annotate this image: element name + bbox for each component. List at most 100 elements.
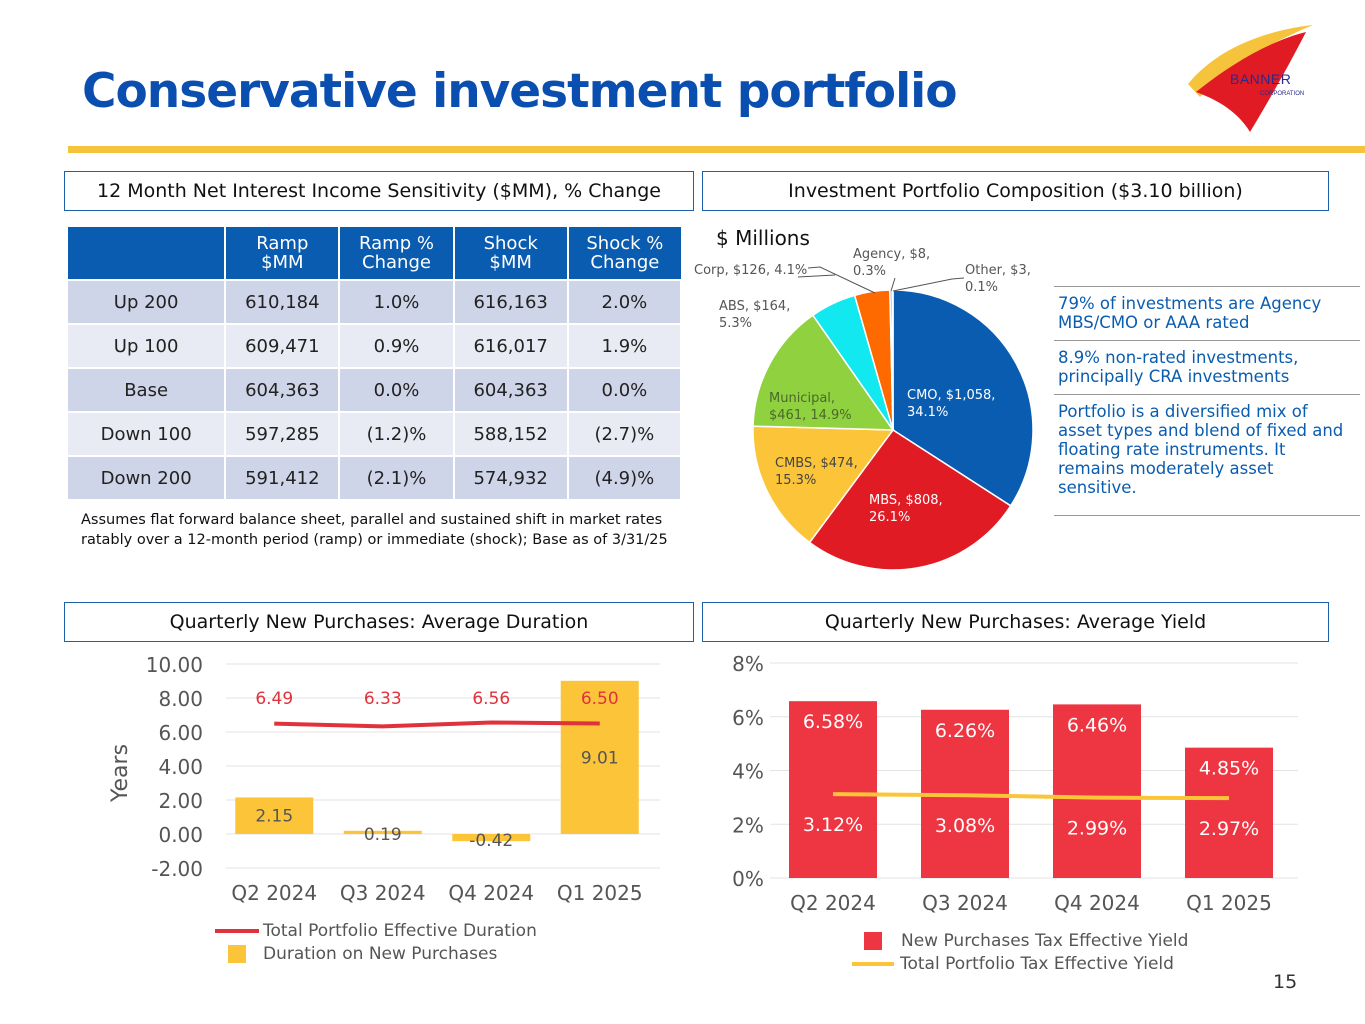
bar-data-label: 6.58%: [803, 711, 863, 733]
yield-bar: [1185, 747, 1273, 878]
duration-bar: [560, 680, 639, 834]
portfolio-composition-pie-chart: [752, 266, 1034, 571]
key-point-item: 79% of investments are Agency MBS/CMO or…: [1054, 286, 1360, 340]
table-cell: 0.0%: [339, 367, 455, 412]
table-cell: 609,471: [225, 323, 341, 368]
legend-swatch-bar: [864, 932, 882, 950]
page-number: 15: [1273, 971, 1298, 993]
table-cell: 616,163: [453, 279, 569, 324]
y-tick-label: 0.00: [158, 823, 203, 847]
x-tick-label: Q3 2024: [340, 881, 426, 905]
leader-line-corp: [807, 266, 876, 294]
y-tick-label: 10.00: [146, 653, 203, 677]
y-tick-label: 6.00: [158, 721, 203, 745]
table-cell: 604,363: [225, 367, 341, 412]
legend-swatch-bar: [228, 945, 246, 963]
line-data-label: 2.97%: [1199, 818, 1259, 840]
table-cell: 2.0%: [567, 279, 683, 324]
pie-label-abs: ABS, $164, 5.3%: [719, 299, 791, 331]
line-data-label: 2.99%: [1067, 818, 1127, 840]
table-cell: 0.0%: [567, 367, 683, 412]
y-tick-label: 8%: [732, 652, 764, 676]
duration-bar: [235, 797, 314, 834]
column-header: Shock $MM: [453, 227, 569, 280]
key-point-item: 8.9% non-rated investments, principally …: [1054, 340, 1360, 394]
legend-item-total-duration: Total Portfolio Effective Duration: [215, 921, 537, 941]
x-tick-label: Q1 2025: [1186, 891, 1272, 915]
key-point-item: Portfolio is a diversified mix of asset …: [1054, 394, 1360, 516]
bar-data-label: 0.19: [364, 825, 402, 845]
section-header-composition: Investment Portfolio Composition ($3.10 …: [702, 171, 1329, 211]
table-cell: 597,285: [225, 411, 341, 456]
column-header: Ramp % Change: [339, 227, 455, 280]
column-header: Shock % Change: [567, 227, 681, 280]
bar-data-label: -0.42: [469, 831, 513, 851]
pie-label-cmbs: CMBS, $474, 15.3%: [775, 456, 858, 488]
svg-text:BANNER: BANNER: [1230, 71, 1291, 87]
line-data-label: 6.33: [364, 689, 402, 709]
leader-line-other: [892, 277, 965, 292]
line-data-label: 6.50: [581, 689, 619, 709]
pie-slice-mbs: [808, 428, 1012, 571]
x-tick-label: Q1 2025: [557, 881, 643, 905]
pie-label-mbs: MBS, $808, 26.1%: [869, 493, 943, 525]
leader-line-abs: [797, 274, 836, 278]
x-tick-label: Q2 2024: [790, 891, 876, 915]
line-data-label: 3.12%: [803, 814, 863, 836]
table-cell: 610,184: [225, 279, 341, 324]
table-row: Up 200 610,184 1.0% 616,163 2.0%: [68, 279, 683, 324]
column-header: Ramp $MM: [225, 227, 341, 280]
legend-item-total-yield: Total Portfolio Tax Effective Yield: [852, 954, 1174, 974]
bar-data-label: 9.01: [581, 749, 619, 769]
table-cell: 574,932: [453, 455, 569, 499]
table-cell: (2.7)%: [567, 411, 683, 456]
x-tick-label: Q4 2024: [448, 881, 534, 905]
banner-logo: BANNER CORPORATION: [1178, 22, 1328, 137]
table-cell: 591,412: [225, 455, 341, 499]
column-header: [68, 227, 227, 280]
table-cell: Up 200: [68, 279, 227, 324]
pie-label-cmo: CMO, $1,058, 34.1%: [907, 388, 996, 420]
table-cell: Base: [68, 367, 227, 412]
page-title: Conservative investment portfolio: [82, 64, 958, 119]
legend-item-new-duration: Duration on New Purchases: [228, 944, 497, 964]
section-header-duration: Quarterly New Purchases: Average Duratio…: [64, 602, 694, 642]
pie-label-corp: Corp, $126, 4.1%: [694, 263, 808, 278]
table-cell: 588,152: [453, 411, 569, 456]
table-row: Down 200 591,412 (2.1)% 574,932 (4.9)%: [68, 455, 683, 499]
table-cell: Down 200: [68, 455, 227, 499]
x-tick-label: Q3 2024: [922, 891, 1008, 915]
yield-bar: [1053, 704, 1141, 878]
total-yield-line: [832, 792, 1230, 801]
line-data-label: 6.56: [472, 689, 510, 709]
y-tick-label: 6%: [732, 706, 764, 730]
bar-data-label: 6.26%: [935, 720, 995, 742]
pie-slice-municipal: [752, 314, 895, 431]
svg-text:CORPORATION: CORPORATION: [1260, 91, 1304, 97]
table-cell: (4.9)%: [567, 455, 683, 499]
legend-swatch-line: [852, 962, 894, 966]
pie-slice-other: [891, 289, 894, 431]
table-cell: Up 100: [68, 323, 227, 368]
y-tick-label: 2.00: [158, 789, 203, 813]
table-cell: 1.9%: [567, 323, 683, 368]
bar-data-label: 6.46%: [1067, 714, 1127, 736]
pie-label-other: Other, $3, 0.1%: [965, 263, 1031, 295]
table-cell: 0.9%: [339, 323, 455, 368]
key-points-list: 79% of investments are Agency MBS/CMO or…: [1054, 286, 1360, 516]
duration-chart: 10.00 8.00 6.00 4.00 2.00 0.00 -2.00 2.15 0.19 -0…: [146, 653, 660, 905]
pie-slice-cmbs: [752, 425, 895, 544]
table-cell: (1.2)%: [339, 411, 455, 456]
title-underline-divider: [68, 146, 1365, 153]
line-data-label: 3.08%: [935, 815, 995, 837]
bar-data-label: 2.15: [255, 807, 293, 827]
duration-bar: [343, 830, 422, 834]
section-header-yield: Quarterly New Purchases: Average Yield: [702, 602, 1329, 642]
yield-chart: 8% 6% 4% 2% 0% 6.58% 6.26% 6.46% 4.85% 3.12% 3.08%…: [732, 652, 1298, 915]
section-header-nii: 12 Month Net Interest Income Sensitivity…: [64, 171, 694, 211]
legend-item-new-yield: New Purchases Tax Effective Yield: [864, 931, 1188, 951]
y-tick-label: 0%: [732, 867, 764, 891]
duration-y-axis-label: Years: [108, 743, 133, 802]
table-cell: (2.1)%: [339, 455, 455, 499]
yield-bar: [789, 701, 877, 878]
